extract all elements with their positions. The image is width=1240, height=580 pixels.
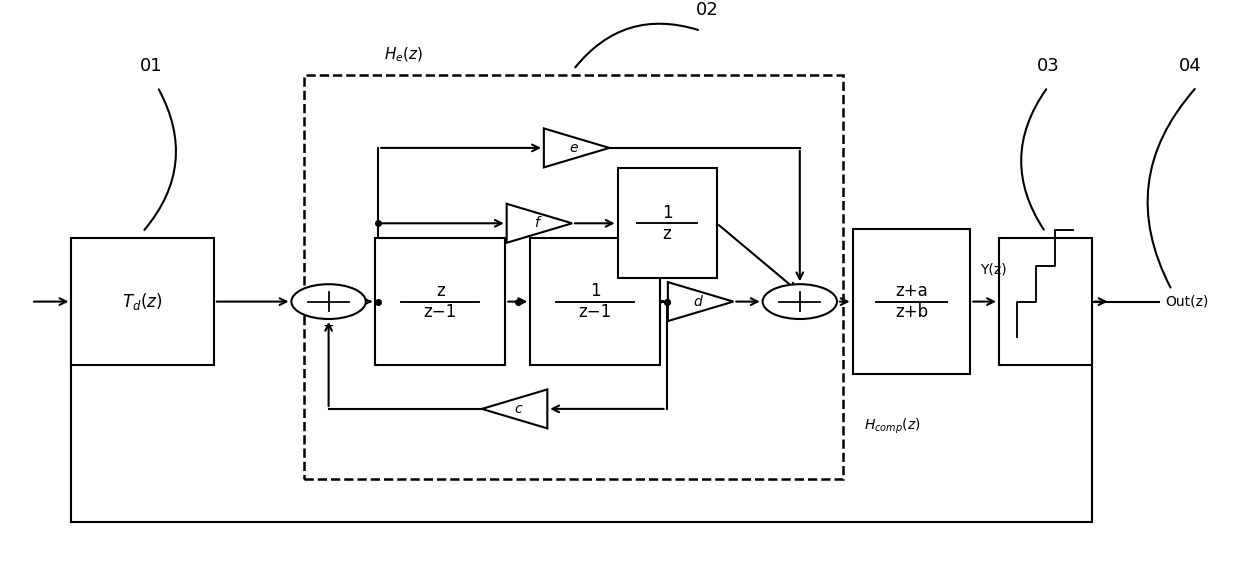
FancyBboxPatch shape: [999, 238, 1091, 365]
Text: 1
z: 1 z: [662, 204, 672, 242]
Text: c: c: [515, 402, 522, 416]
FancyBboxPatch shape: [531, 238, 660, 365]
Text: e: e: [569, 141, 578, 155]
Text: $H_e(z)$: $H_e(z)$: [384, 46, 423, 64]
FancyBboxPatch shape: [374, 238, 506, 365]
Circle shape: [291, 284, 366, 319]
Text: $H_{comp}(z)$: $H_{comp}(z)$: [864, 416, 921, 436]
Circle shape: [763, 284, 837, 319]
FancyBboxPatch shape: [618, 168, 717, 278]
Text: 02: 02: [696, 1, 718, 19]
Polygon shape: [544, 128, 609, 168]
Text: Out(z): Out(z): [1166, 295, 1209, 309]
Polygon shape: [482, 389, 547, 429]
Text: $T_d(z)$: $T_d(z)$: [123, 291, 162, 312]
Text: f: f: [533, 216, 538, 230]
FancyBboxPatch shape: [853, 229, 970, 374]
Text: 01: 01: [140, 57, 162, 75]
Text: z
z−1: z z−1: [424, 282, 456, 321]
Polygon shape: [507, 204, 572, 243]
Text: Y(z): Y(z): [980, 263, 1006, 277]
Text: z+a
z+b: z+a z+b: [895, 282, 928, 321]
Text: 03: 03: [1037, 57, 1059, 75]
Text: d: d: [693, 295, 702, 309]
Text: 1
z−1: 1 z−1: [579, 282, 611, 321]
FancyBboxPatch shape: [71, 238, 215, 365]
Text: 04: 04: [1179, 57, 1202, 75]
Text: −: −: [322, 319, 335, 333]
Polygon shape: [668, 282, 733, 321]
